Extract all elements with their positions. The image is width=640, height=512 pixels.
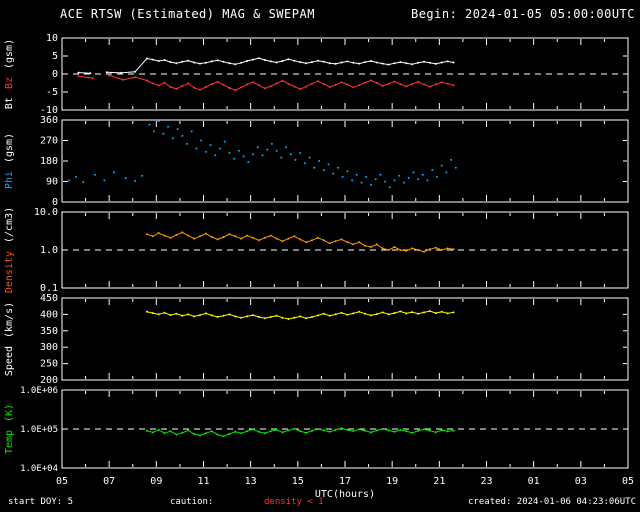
y-tick-label: 180 <box>40 156 58 167</box>
y-axis-label-density: Density(/cm3) <box>4 207 15 293</box>
x-tick-label: 01 <box>528 476 540 487</box>
speed-trace <box>145 310 455 320</box>
y-tick-label: -5 <box>46 87 58 98</box>
temp-trace <box>145 427 455 438</box>
panel-temp: 1.0E+06 1.0E+05 1.0E+04 Temp(K) <box>4 386 629 474</box>
panel-phi: 360 270 180 90 0 Phi(gsm) <box>4 115 629 208</box>
chart-title: ACE RTSW (Estimated) MAG & SWEPAM <box>60 7 315 21</box>
x-tick-label: 19 <box>386 476 398 487</box>
y-axis-label-temp: Temp(K) <box>4 404 15 454</box>
x-tick-label: 13 <box>245 476 257 487</box>
bt-trace <box>77 57 455 75</box>
y-tick-label: 200 <box>40 375 58 386</box>
y-axis-label-speed: Speed(km/s) <box>4 302 15 376</box>
y-axis-label-phi: Phi(gsm) <box>4 133 15 189</box>
panel-frame <box>61 211 629 289</box>
y-tick-label: 250 <box>40 359 58 370</box>
y-tick-label: 1.0E+05 <box>20 425 58 435</box>
y-tick-label: -10 <box>40 105 58 116</box>
y-tick-label: 1.0E+06 <box>20 386 58 396</box>
y-axis-label-bt-bz: BtBz(gsm) <box>4 39 15 109</box>
y-tick-label: 360 <box>40 115 58 126</box>
caution-label: caution: <box>170 497 214 507</box>
panel-density: 10.0 1.0 0.1 Density(/cm3) <box>4 207 629 294</box>
x-axis-title: UTC(hours) <box>315 489 375 500</box>
density-trace <box>145 231 455 253</box>
x-tick-label: 11 <box>197 476 209 487</box>
x-tick-label: 23 <box>480 476 492 487</box>
y-tick-label: 0.1 <box>40 283 58 294</box>
y-tick-label: 300 <box>40 342 58 353</box>
y-tick-label: 350 <box>40 326 58 337</box>
y-tick-label: 450 <box>40 293 58 304</box>
phi-trace <box>68 120 457 189</box>
x-tick-label: 17 <box>339 476 351 487</box>
y-tick-label: 1.0 <box>40 245 58 256</box>
x-tick-label: 03 <box>575 476 587 487</box>
y-tick-label: 10.0 <box>34 207 58 218</box>
y-tick-label: 0 <box>52 69 58 80</box>
x-tick-label: 15 <box>292 476 304 487</box>
y-tick-label: 0 <box>52 197 58 208</box>
y-tick-label: 90 <box>46 177 58 188</box>
panel-speed: 450 400 350 300 250 200 Speed(km/s) <box>4 293 629 386</box>
caution-value: density < 1 <box>264 497 324 507</box>
x-tick-label: 07 <box>103 476 115 487</box>
begin-timestamp: Begin: 2024-01-05 05:00:00UTC <box>410 7 635 21</box>
x-tick-label: 09 <box>150 476 162 487</box>
panel-frame <box>61 119 629 203</box>
x-tick-label: 21 <box>433 476 445 487</box>
y-tick-label: 10 <box>46 33 58 44</box>
panel-bt-bz: 10 5 0 -5 -10 BtBz(gsm) <box>4 33 629 116</box>
created-timestamp: created: 2024-01-06 04:23:06UTC <box>468 497 636 507</box>
y-tick-label: 270 <box>40 136 58 147</box>
bz-trace <box>77 74 455 92</box>
y-tick-label: 5 <box>52 51 58 62</box>
panel-frame <box>61 297 629 381</box>
x-tick-label: 05 <box>622 476 634 487</box>
y-tick-label: 400 <box>40 309 58 320</box>
start-doy-label: start DOY: 5 <box>8 497 74 507</box>
y-tick-label: 1.0E+04 <box>20 464 58 474</box>
panel-frame <box>61 37 629 111</box>
x-tick-label: 05 <box>56 476 68 487</box>
